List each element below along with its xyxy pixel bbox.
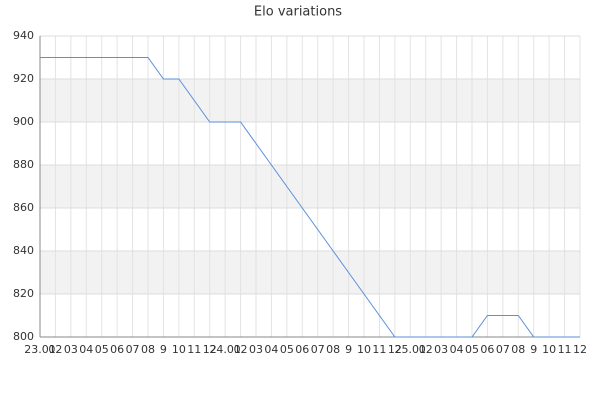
x-tick-label: 04: [264, 343, 278, 356]
y-tick-label: 800: [13, 330, 34, 343]
y-tick-label: 860: [13, 201, 34, 214]
grid-band: [40, 251, 580, 294]
y-tick-label: 880: [13, 158, 34, 171]
x-tick-label: 12: [573, 343, 587, 356]
x-tick-label: 06: [480, 343, 494, 356]
y-tick-label: 900: [13, 115, 34, 128]
x-tick-label: 06: [295, 343, 309, 356]
x-tick-label: 11: [558, 343, 572, 356]
x-tick-label: 10: [357, 343, 371, 356]
x-tick-label: 03: [249, 343, 263, 356]
x-tick-label: 10: [542, 343, 556, 356]
x-tick-label: 24.01: [209, 343, 241, 356]
data-line: [40, 57, 580, 338]
y-tick-label: 840: [13, 244, 34, 257]
x-tick-label: 05: [465, 343, 479, 356]
x-tick-label: 07: [126, 343, 140, 356]
x-tick-label: 08: [141, 343, 155, 356]
x-tick-label: 08: [326, 343, 340, 356]
x-tick-label: 03: [64, 343, 78, 356]
x-tick-label: 02: [48, 343, 62, 356]
x-tick-label: 06: [110, 343, 124, 356]
grid-band: [40, 165, 580, 208]
x-tick-label: 04: [450, 343, 464, 356]
y-tick-label: 940: [13, 29, 34, 42]
x-tick-label: 04: [79, 343, 93, 356]
x-tick-label: 9: [345, 343, 352, 356]
x-tick-label: 11: [187, 343, 201, 356]
x-tick-label: 05: [95, 343, 109, 356]
x-tick-label: 07: [311, 343, 325, 356]
x-tick-label: 08: [511, 343, 525, 356]
x-tick-label: 11: [372, 343, 386, 356]
x-tick-label: 9: [160, 343, 167, 356]
x-tick-label: 07: [496, 343, 510, 356]
grid-band: [40, 79, 580, 122]
x-tick-label: 23.01: [24, 343, 56, 356]
x-tick-label: 05: [280, 343, 294, 356]
chart-title: Elo variations: [254, 5, 342, 20]
x-tick-label: 12: [203, 343, 217, 356]
x-tick-label: 12: [388, 343, 402, 356]
x-tick-label: 9: [530, 343, 537, 356]
x-tick-label: 02: [234, 343, 248, 356]
y-tick-label: 920: [13, 72, 34, 85]
x-tick-label: 10: [172, 343, 186, 356]
x-tick-label: 02: [419, 343, 433, 356]
y-tick-label: 820: [13, 287, 34, 300]
x-tick-label: 03: [434, 343, 448, 356]
x-tick-label: 25.01: [395, 343, 427, 356]
